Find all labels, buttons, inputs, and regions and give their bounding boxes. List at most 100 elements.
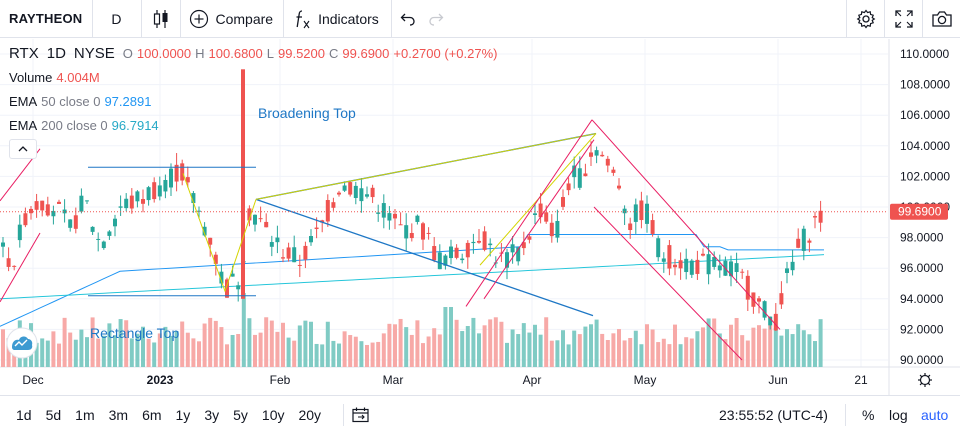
candle-body — [471, 241, 476, 244]
volume-bar — [202, 323, 207, 367]
timezone-clock[interactable]: 23:55:52 (UTC-4) — [719, 396, 828, 433]
chevron-up-icon — [18, 146, 28, 152]
volume-bar — [482, 325, 487, 367]
volume-bar — [510, 329, 515, 367]
interval-button[interactable]: D — [93, 0, 143, 38]
candle-body — [320, 220, 325, 223]
channel-left-lower[interactable] — [0, 232, 41, 303]
candle-body — [314, 227, 319, 230]
axis-settings-icon[interactable] — [919, 374, 931, 386]
volume-bar — [303, 320, 308, 367]
annotation-rectangle-top[interactable]: Rectangle Top — [90, 325, 179, 341]
candle-body — [555, 220, 560, 238]
volume-bar — [751, 327, 756, 367]
range-3m[interactable]: 3m — [108, 406, 129, 423]
volume-bar — [488, 319, 493, 367]
redo-icon[interactable] — [428, 12, 444, 26]
range-1y[interactable]: 1y — [175, 406, 191, 423]
candle-body — [768, 316, 773, 326]
volume-bar — [208, 317, 213, 367]
settings-button[interactable] — [846, 0, 884, 38]
camera-icon — [931, 11, 952, 27]
range-10y[interactable]: 10y — [261, 406, 285, 423]
volume-bar — [549, 340, 554, 367]
volume-bar — [818, 319, 823, 367]
volume-bar — [45, 340, 50, 367]
range-6m[interactable]: 6m — [142, 406, 162, 423]
candle-body — [454, 247, 459, 258]
legend-collapse-button[interactable] — [9, 139, 37, 159]
volume-bar — [712, 318, 717, 367]
volume-bar — [790, 334, 795, 367]
candle-body — [286, 247, 291, 259]
auto-toggle[interactable]: auto — [921, 396, 948, 433]
candle-body — [426, 232, 431, 234]
volume-bar — [409, 334, 414, 367]
range-1d[interactable]: 1d — [16, 406, 32, 423]
legend-ema200-row[interactable]: EMA 200 close 0 96.7914 — [9, 113, 497, 137]
percent-toggle[interactable]: % — [862, 396, 874, 433]
candle-body — [577, 168, 582, 188]
candle-body — [717, 265, 722, 271]
candle-body — [689, 260, 694, 275]
price-tick-label: 110.0000 — [900, 47, 949, 61]
chart-legend: RTX 1D NYSE O 100.0000 H 100.6800 L 99.5200… — [9, 45, 497, 159]
volume-bar — [113, 335, 117, 367]
channel-up-upper[interactable] — [465, 119, 593, 307]
time-tick-label: Apr — [523, 373, 542, 387]
candle-body — [264, 221, 269, 228]
volume-bar — [269, 320, 274, 367]
legend-volume-row[interactable]: Volume 4.004M — [9, 65, 497, 89]
axis-settings-icon-tooth — [919, 382, 923, 386]
candle-body — [174, 164, 179, 182]
range-3y[interactable]: 3y — [204, 406, 220, 423]
candle-body — [303, 245, 308, 260]
volume-bar — [415, 320, 420, 367]
fullscreen-button[interactable] — [884, 0, 922, 38]
legend-volume-label: Volume — [9, 69, 53, 85]
compare-button[interactable]: Compare — [181, 0, 285, 38]
candle-body — [1, 242, 5, 247]
range-5y[interactable]: 5y — [233, 406, 248, 423]
axis-settings-icon-tooth — [919, 374, 923, 378]
channel-down-lower[interactable] — [593, 206, 743, 361]
range-20y[interactable]: 20y — [298, 406, 322, 423]
range-5d[interactable]: 5d — [45, 406, 62, 423]
volume-bar — [73, 339, 78, 367]
price-chart[interactable]: 110.0000 108.0000 106.0000 104.0000 102.0000… — [0, 39, 960, 395]
volume-bar — [521, 323, 526, 367]
broadening-top-lower-line[interactable] — [255, 198, 594, 317]
candle-body — [818, 210, 823, 223]
volume-bar — [157, 333, 162, 367]
chart-type-button[interactable] — [142, 0, 182, 38]
volume-bar — [404, 327, 409, 367]
candle-body — [706, 254, 711, 275]
candle-body — [197, 210, 201, 212]
legend-ema50-row[interactable]: EMA 50 close 0 97.2891 — [9, 89, 497, 113]
volume-bar — [779, 335, 784, 367]
candle-body — [443, 255, 448, 266]
go-to-date-icon[interactable] — [352, 407, 370, 423]
candle-body — [572, 165, 577, 178]
channel-up-lower[interactable] — [483, 139, 595, 300]
candle-body — [779, 293, 784, 305]
legend-volume-value: 4.004M — [56, 69, 100, 85]
channel-down-upper[interactable] — [591, 119, 781, 330]
candle-body — [40, 200, 45, 211]
cloud-logo-line — [14, 339, 28, 347]
range-1m[interactable]: 1m — [75, 406, 95, 423]
snapshot-button[interactable] — [922, 0, 960, 38]
undo-icon[interactable] — [400, 12, 416, 26]
candle-body — [337, 192, 341, 195]
indicators-button[interactable]: Indicators — [284, 0, 392, 38]
volume-bar — [701, 327, 705, 367]
ema200-line — [0, 254, 825, 300]
log-toggle[interactable]: log — [889, 396, 908, 433]
axis-settings-icon-tooth — [927, 374, 931, 378]
volume-bar — [600, 333, 605, 367]
annotation-broadening-top[interactable]: Broadening Top — [258, 105, 356, 121]
volume-bar — [768, 325, 773, 367]
symbol-search-button[interactable]: RAYTHEON — [0, 0, 94, 38]
volume-bar — [146, 338, 151, 367]
volume-bar — [617, 329, 621, 367]
